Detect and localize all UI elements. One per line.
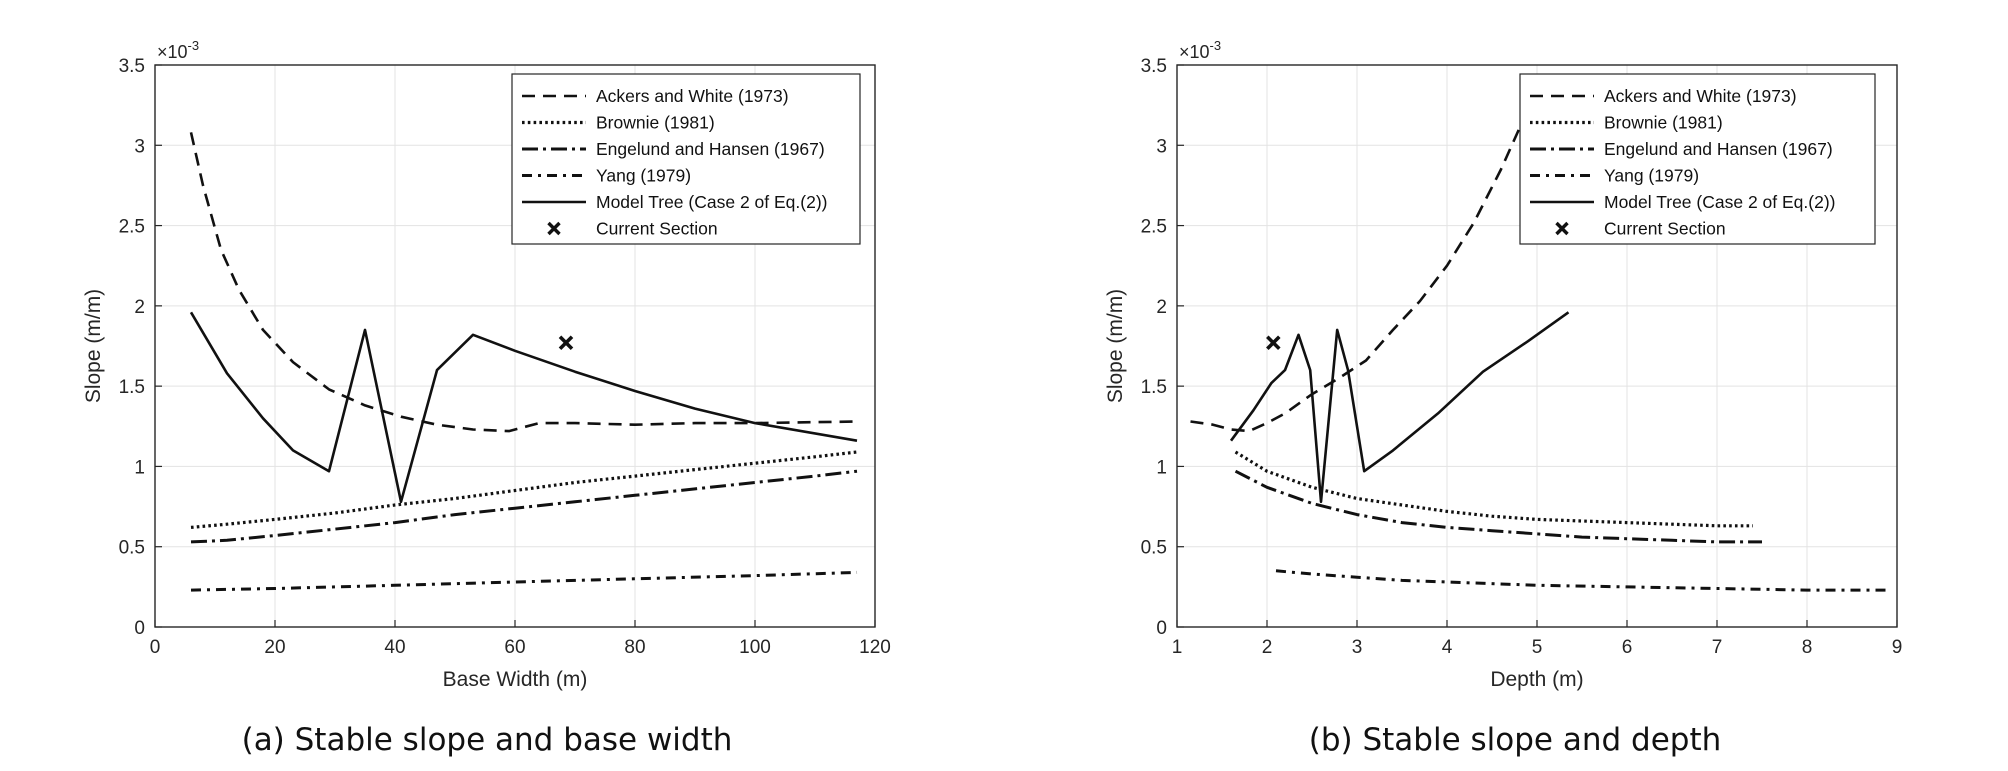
- legend-box-b: [1519, 73, 1876, 245]
- x-tick-label: 4: [1442, 637, 1453, 658]
- y-tick-label: 2: [1156, 297, 1167, 318]
- series-b: [1190, 128, 1888, 592]
- series-a: [189, 132, 858, 592]
- legend-entries-b: Ackers and White (1973) Brownie (1981) Eng…: [1530, 86, 1835, 239]
- x-tick-label: 40: [384, 637, 405, 658]
- panel-a: 0 20 40 60 80 100 120 0 0.5 1 1.5 2 2.5 3 3.5 ×10-3 B…: [82, 38, 891, 758]
- panel-b: 1 2 3 4 5 6 7 8 9 0 0.5 1 1.5 2 2.5 3 3.5 ×10-3 Depth (…: [1104, 38, 1902, 758]
- legend-label: Engelund and Hansen (1967): [1604, 139, 1833, 159]
- series-line-ackers-and-white-1973: [189, 132, 858, 433]
- x-tick-label: 8: [1802, 637, 1813, 658]
- caption-b: (b) Stable slope and depth: [1309, 722, 1722, 758]
- x-tick-label: 5: [1532, 637, 1543, 658]
- series-line-ackers-and-white-1973: [1190, 128, 1521, 433]
- x-tick-label: 1: [1172, 637, 1183, 658]
- series-line-brownie-1981: [1234, 450, 1753, 528]
- y-ticks-b: 0 0.5 1 1.5 2 2.5 3 3.5: [1141, 56, 1184, 639]
- x-tick-label: 20: [264, 637, 285, 658]
- x-axis-label-b: Depth (m): [1490, 668, 1583, 691]
- legend-a: Ackers and White (1973) Brownie (1981) Eng…: [511, 73, 861, 245]
- y-tick-label: 3.5: [119, 56, 145, 77]
- x-tick-label: 100: [739, 637, 771, 658]
- x-tick-label: 3: [1352, 637, 1363, 658]
- y-exponent-b: ×10-3: [1179, 38, 1221, 62]
- legend-label: Ackers and White (1973): [1604, 86, 1797, 106]
- legend-b: Ackers and White (1973) Brownie (1981) Eng…: [1519, 73, 1876, 245]
- legend-label: Current Section: [596, 219, 718, 239]
- y-tick-label: 3.5: [1141, 56, 1167, 77]
- x-tick-label: 0: [150, 637, 161, 658]
- legend-box-a: [511, 73, 861, 245]
- x-tick-label: 6: [1622, 637, 1633, 658]
- y-tick-label: 0.5: [119, 538, 145, 559]
- y-tick-label: 2.5: [1141, 217, 1167, 238]
- x-tick-label: 120: [859, 637, 891, 658]
- series-line-engelund-and-hansen-1967: [190, 469, 858, 544]
- x-tick-label: 9: [1892, 637, 1903, 658]
- legend-entries-a: Ackers and White (1973) Brownie (1981) Eng…: [522, 86, 827, 239]
- x-tick-label: 80: [624, 637, 645, 658]
- y-tick-label: 0: [134, 618, 145, 639]
- legend-label: Ackers and White (1973): [596, 86, 789, 106]
- y-tick-label: 3: [134, 136, 145, 157]
- y-tick-label: 1.5: [119, 377, 145, 398]
- current-section-marker: [558, 335, 574, 351]
- y-tick-label: 0: [1156, 618, 1167, 639]
- legend-marker-current-section: [1555, 221, 1569, 236]
- y-tick-label: 0.5: [1141, 538, 1167, 559]
- series-line-yang-1979: [190, 570, 858, 592]
- y-tick-label: 2.5: [119, 217, 145, 238]
- legend-label: Brownie (1981): [596, 113, 715, 133]
- x-ticks-b: 1 2 3 4 5 6 7 8 9: [1172, 620, 1903, 658]
- legend-label: Yang (1979): [1604, 166, 1699, 186]
- series-line-model-tree-case-2-of-eq-2: [189, 311, 858, 504]
- x-ticks-a: 0 20 40 60 80 100 120: [150, 620, 891, 658]
- legend-label: Brownie (1981): [1604, 113, 1723, 133]
- y-exponent-a: ×10-3: [157, 38, 199, 62]
- x-tick-label: 60: [504, 637, 525, 658]
- y-axis-label-b: Slope (m/m): [1104, 289, 1127, 403]
- y-ticks-a: 0 0.5 1 1.5 2 2.5 3 3.5: [119, 56, 162, 639]
- y-tick-label: 1: [134, 457, 145, 478]
- y-axis-label-a: Slope (m/m): [82, 289, 105, 403]
- legend-marker-current-section: [547, 221, 561, 236]
- caption-a: (a) Stable slope and base width: [242, 722, 733, 758]
- series-line-engelund-and-hansen-1967: [1234, 469, 1762, 544]
- y-tick-label: 1: [1156, 457, 1167, 478]
- y-tick-label: 3: [1156, 136, 1167, 157]
- x-tick-label: 7: [1712, 637, 1723, 658]
- series-line-brownie-1981: [190, 450, 858, 529]
- x-tick-label: 2: [1262, 637, 1273, 658]
- x-axis-label-a: Base Width (m): [443, 668, 588, 691]
- series-line-model-tree-case-2-of-eq-2: [1229, 311, 1570, 504]
- y-tick-label: 2: [134, 297, 145, 318]
- legend-label: Yang (1979): [596, 166, 691, 186]
- current-section-marker: [1266, 335, 1281, 351]
- legend-label: Current Section: [1604, 219, 1726, 239]
- legend-label: Model Tree (Case 2 of Eq.(2)): [596, 192, 827, 212]
- legend-label: Model Tree (Case 2 of Eq.(2)): [1604, 192, 1835, 212]
- legend-label: Engelund and Hansen (1967): [596, 139, 825, 159]
- y-tick-label: 1.5: [1141, 377, 1167, 398]
- series-line-yang-1979: [1275, 569, 1888, 592]
